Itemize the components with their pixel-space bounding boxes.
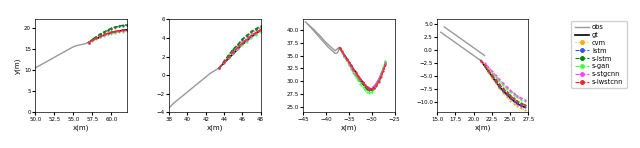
X-axis label: x(m): x(m): [474, 124, 491, 131]
X-axis label: x(m): x(m): [207, 124, 223, 131]
X-axis label: x(m): x(m): [73, 124, 89, 131]
X-axis label: x(m): x(m): [340, 124, 357, 131]
Legend: obs, gt, cvm, lstm, s-lstm, s-gan, s-stgcnn, s-iwstcnn: obs, gt, cvm, lstm, s-lstm, s-gan, s-stg…: [572, 21, 627, 89]
Y-axis label: y(m): y(m): [15, 58, 21, 74]
